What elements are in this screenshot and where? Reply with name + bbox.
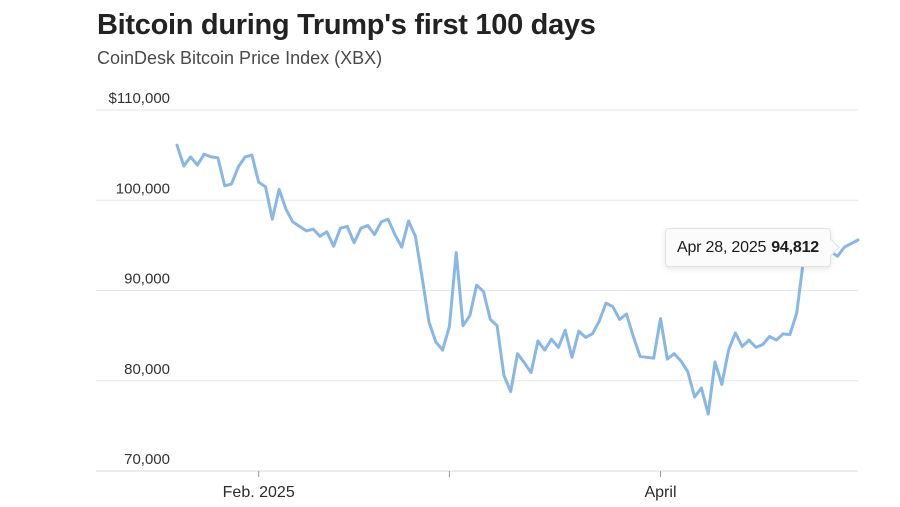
chart-subtitle: CoinDesk Bitcoin Price Index (XBX) — [97, 48, 383, 68]
chart-title: Bitcoin during Trump's first 100 days — [97, 9, 596, 41]
tooltip: Apr 28, 2025 94,812 — [665, 228, 840, 267]
gridlines — [96, 109, 858, 472]
y-axis-labels: $110,000 100,000 90,000 80,000 70,000 — [109, 90, 170, 468]
y-axis-label: 70,000 — [124, 451, 170, 468]
x-axis-ticks — [258, 471, 661, 477]
plot-hover-area[interactable] — [96, 110, 858, 471]
y-axis-label: 80,000 — [124, 361, 170, 378]
y-axis-label: $110,000 — [109, 90, 170, 107]
x-axis-label: April — [644, 484, 676, 501]
tooltip-date: Apr 28, 2025 — [677, 238, 767, 256]
x-axis-label: Feb. 2025 — [223, 484, 295, 501]
y-axis-label: 100,000 — [116, 180, 170, 197]
x-axis-labels: Feb. 2025 April — [223, 484, 677, 501]
price-line — [175, 143, 860, 416]
y-axis-label: 90,000 — [124, 271, 170, 288]
tooltip-value: 94,812 — [771, 238, 819, 256]
